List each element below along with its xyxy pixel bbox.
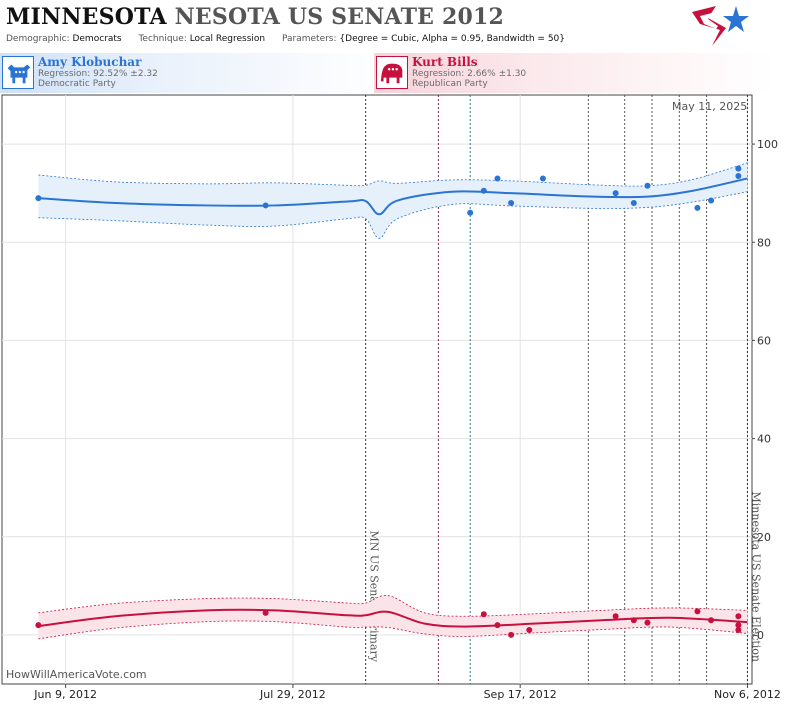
chart-title: MINNESOTA NESOTA US SENATE 2012 [6,4,504,30]
watermark: HowWillAmericaVote.com [6,668,147,681]
y-tick-label: 0 [757,629,764,642]
dem-poll-point [262,202,269,209]
y-tick-label: 60 [757,334,771,347]
dem-poll-point [480,187,487,194]
dem-poll-point [735,172,742,179]
rep-poll-point [735,627,742,634]
rep-regression: Regression: 2.66% ±1.30 [412,69,527,79]
rep-poll-point [480,611,487,618]
rep-poll-point [262,609,269,616]
dem-poll-point [494,175,501,182]
dem-trend-line [38,177,748,216]
dem-poll-point [467,209,474,216]
dem-poll-point [539,175,546,182]
rep-band-lower [38,620,748,640]
dem-poll-point [735,165,742,172]
parameters-label: Parameters: [281,34,337,44]
demographic-value: Democrats [72,34,122,44]
technique-label: Technique: [138,34,187,44]
event-label: MN US Senate Primary [368,531,381,663]
dem-poll-point [708,197,715,204]
dem-candidate-name: Amy Klobuchar [38,55,142,69]
rep-poll-point [494,622,501,629]
rep-poll-point [630,617,637,624]
candidate-panel-dem: Amy Klobuchar Regression: 92.52% ±2.32 D… [0,53,390,93]
y-tick-label: 40 [757,433,771,446]
dem-regression: Regression: 92.52% ±2.32 [38,69,158,79]
rep-poll-point [35,622,42,629]
rep-confidence-band [38,595,748,639]
rep-poll-point [694,608,701,615]
rep-poll-point [708,617,715,624]
rep-poll-point [735,622,742,629]
rep-party: Republican Party [412,79,488,89]
rep-band-upper [38,595,748,617]
rep-poll-point [644,619,651,626]
elephant-icon [376,56,408,89]
x-tick-label: Nov 6, 2012 [714,688,781,701]
dem-poll-point [612,190,619,197]
render-date: May 11, 2025 [672,100,748,113]
dem-poll-point [508,199,515,206]
rep-poll-point [612,613,619,620]
demographic-label: Demographic: [6,34,70,44]
parameters-value: {Degree = Cubic, Alpha = 0.95, Bandwidth… [339,34,565,44]
rep-trend-line [38,608,748,628]
rep-poll-point [735,613,742,620]
dem-confidence-band [38,162,748,239]
donkey-icon [2,56,34,89]
dem-band-lower [38,191,748,239]
rep-candidate-name: Kurt Bills [412,55,478,69]
chart-parameters: Demographic: Democrats Technique: Local … [6,34,579,44]
dem-poll-point [35,195,42,202]
dem-band-upper [38,162,748,187]
event-label: Minnesota US Senate Election [749,492,762,662]
dem-poll-point [644,182,651,189]
x-tick-label: Sep 17, 2012 [484,688,557,701]
technique-value: Local Regression [189,34,266,44]
rep-poll-point [508,631,515,638]
y-tick-label: 80 [757,236,771,249]
dem-poll-point [694,204,701,211]
y-tick-label: 100 [757,138,778,151]
y-tick-label: 20 [757,531,771,544]
site-logo-icon [692,6,749,46]
candidate-panel-rep: Kurt Bills Regression: 2.66% ±1.30 Repub… [374,53,774,93]
x-tick-label: Jun 9, 2012 [33,688,97,701]
title-race: NESOTA US SENATE 2012 [174,4,505,30]
dem-party: Democratic Party [38,79,116,89]
rep-poll-point [526,627,533,634]
x-tick-label: Jul 29, 2012 [259,688,326,701]
title-state: MINNESOTA [6,4,167,30]
dem-poll-point [630,199,637,206]
